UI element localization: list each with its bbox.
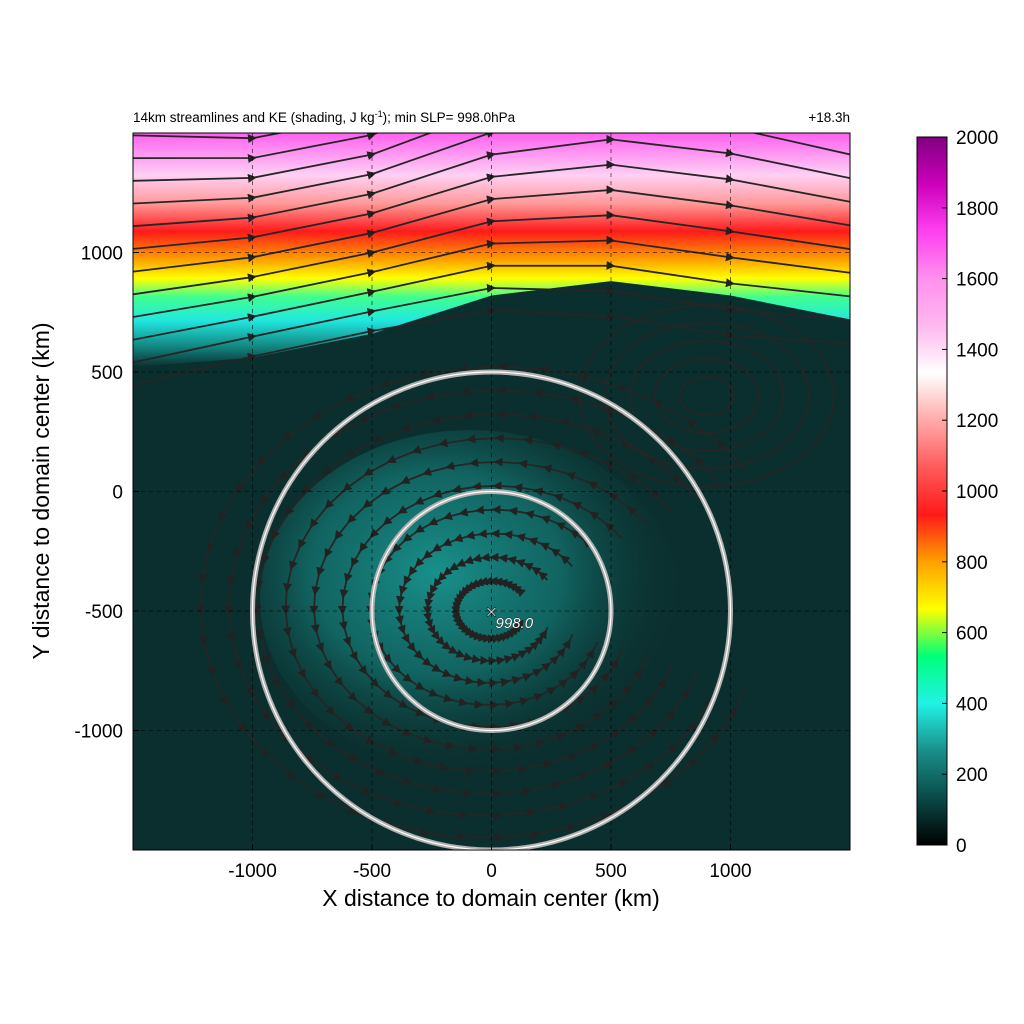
plot-area bbox=[133, 0, 850, 850]
x-axis-ticks: -1000 -500 0 500 1000 bbox=[228, 844, 752, 882]
colorbar-ticks: 0 200 400 600 800 1000 1200 1400 1600 1800 2000 bbox=[942, 128, 998, 857]
storm-center-x-icon: × bbox=[485, 602, 498, 621]
streamline bbox=[133, 0, 850, 99]
x-tick-label: 0 bbox=[486, 861, 497, 882]
min-slp-label: 998.0 bbox=[496, 615, 534, 632]
colorbar-tick-label: 200 bbox=[956, 765, 988, 786]
y-tick-label: 1000 bbox=[81, 244, 123, 265]
colorbar-tick-label: 1800 bbox=[956, 199, 998, 220]
colorbar-tick-label: 1200 bbox=[956, 411, 998, 432]
y-axis-ticks: -1000 -500 0 500 1000 bbox=[74, 244, 139, 743]
y-axis-label: Y distance to domain center (km) bbox=[28, 322, 54, 659]
streamline bbox=[628, 340, 785, 452]
streamline bbox=[578, 304, 835, 488]
range-ring-inner bbox=[251, 371, 732, 850]
x-tick-label: 500 bbox=[595, 861, 627, 882]
streamline bbox=[195, 362, 749, 843]
chart-title: 14km streamlines and KE (shading, J kg-1… bbox=[133, 109, 516, 125]
y-tick-label: 500 bbox=[91, 363, 123, 384]
streamline bbox=[678, 375, 735, 416]
range-ring-inner bbox=[371, 490, 612, 732]
streamline bbox=[603, 322, 810, 470]
x-tick-label: -1000 bbox=[228, 861, 277, 882]
x-axis-label: X distance to domain center (km) bbox=[322, 885, 659, 911]
colorbar-tick-label: 1400 bbox=[956, 340, 998, 361]
colorbar-tick-label: 2000 bbox=[956, 128, 998, 149]
forecast-time: +18.3h bbox=[808, 110, 850, 125]
colorbar-tick-label: 800 bbox=[956, 553, 988, 574]
y-tick-label: -500 bbox=[85, 602, 123, 623]
y-tick-label: -1000 bbox=[74, 722, 123, 743]
range-rings bbox=[250, 369, 733, 850]
streamline bbox=[133, 13, 850, 118]
y-tick-label: 0 bbox=[112, 483, 123, 504]
streamline bbox=[653, 357, 760, 434]
colorbar-tick-label: 0 bbox=[956, 836, 967, 857]
colorbar-tick-label: 1000 bbox=[956, 482, 998, 503]
colorbar-tick-label: 400 bbox=[956, 694, 988, 715]
colorbar-tick-label: 1600 bbox=[956, 270, 998, 291]
colorbar: 0 200 400 600 800 1000 1200 1400 1600 1800 2000 bbox=[916, 128, 998, 857]
storm-center-marker: × 998.0 bbox=[485, 602, 534, 633]
colorbar-tick-label: 600 bbox=[956, 624, 988, 645]
x-tick-label: -500 bbox=[353, 861, 391, 882]
storm-ke-core bbox=[260, 430, 680, 770]
x-tick-label: 1000 bbox=[709, 861, 751, 882]
